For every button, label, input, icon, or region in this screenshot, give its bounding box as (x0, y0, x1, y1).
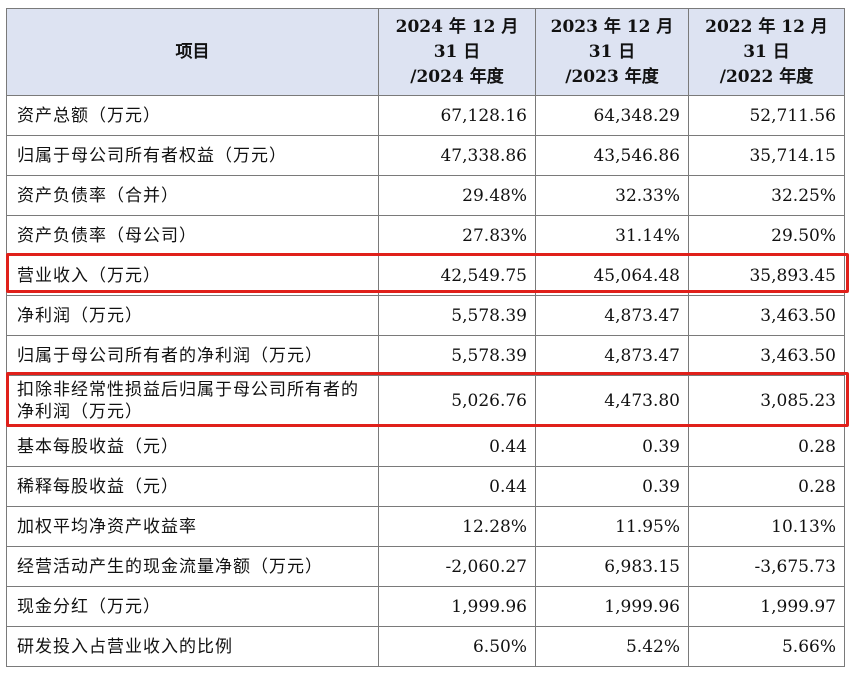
value-2024: -2,060.27 (378, 546, 536, 587)
table-row: 基本每股收益（元） 0.44 0.39 0.28 (6, 426, 845, 467)
financial-summary-table: 项目 2024 年 12 月 31 日 /2024 年度 2023 年 12 月… (6, 8, 845, 667)
value-2024: 67,128.16 (378, 95, 536, 136)
value-2024: 0.44 (378, 466, 536, 507)
value-2024: 6.50% (378, 626, 536, 667)
header-2023-line1: 2023 年 12 月 (550, 16, 674, 37)
row-label: 扣除非经常性损益后归属于母公司所有者的净利润（万元） (6, 375, 379, 427)
value-2024: 27.83% (378, 215, 536, 256)
table-row: 研发投入占营业收入的比例 6.50% 5.42% 5.66% (6, 626, 845, 667)
header-2022: 2022 年 12 月 31 日 /2022 年度 (688, 8, 845, 96)
value-2024: 1,999.96 (378, 586, 536, 627)
value-2023: 1,999.96 (535, 586, 689, 627)
header-2023-line2: 31 日 (588, 41, 636, 62)
value-2024: 5,026.76 (378, 375, 536, 427)
row-label: 经营活动产生的现金流量净额（万元） (6, 546, 379, 587)
table-row: 归属于母公司所有者权益（万元） 47,338.86 43,546.86 35,7… (6, 135, 845, 176)
value-2022: 52,711.56 (688, 95, 845, 136)
value-2023: 4,473.80 (535, 375, 689, 427)
value-2024: 5,578.39 (378, 335, 536, 376)
header-2024: 2024 年 12 月 31 日 /2024 年度 (378, 8, 536, 96)
value-2023: 32.33% (535, 175, 689, 216)
value-2022: 32.25% (688, 175, 845, 216)
table-row: 归属于母公司所有者的净利润（万元） 5,578.39 4,873.47 3,46… (6, 335, 845, 376)
value-2024: 0.44 (378, 426, 536, 467)
value-2022: 1,999.97 (688, 586, 845, 627)
table-row-highlighted: 扣除非经常性损益后归属于母公司所有者的净利润（万元） 5,026.76 4,47… (6, 375, 845, 427)
value-2023: 4,873.47 (535, 295, 689, 336)
value-2024: 12.28% (378, 506, 536, 547)
value-2024: 42,549.75 (378, 255, 536, 296)
row-label: 研发投入占营业收入的比例 (6, 626, 379, 667)
table-row: 净利润（万元） 5,578.39 4,873.47 3,463.50 (6, 295, 845, 336)
value-2023: 5.42% (535, 626, 689, 667)
row-label: 净利润（万元） (6, 295, 379, 336)
table-row: 资产负债率（母公司） 27.83% 31.14% 29.50% (6, 215, 845, 256)
row-label: 归属于母公司所有者权益（万元） (6, 135, 379, 176)
value-2024: 47,338.86 (378, 135, 536, 176)
table-row: 现金分红（万元） 1,999.96 1,999.96 1,999.97 (6, 586, 845, 627)
value-2023: 43,546.86 (535, 135, 689, 176)
value-2022: 10.13% (688, 506, 845, 547)
value-2022: -3,675.73 (688, 546, 845, 587)
value-2022: 3,085.23 (688, 375, 845, 427)
header-2022-line1: 2022 年 12 月 (705, 16, 828, 37)
row-label: 资产负债率（母公司） (6, 215, 379, 256)
row-label: 归属于母公司所有者的净利润（万元） (6, 335, 379, 376)
row-label: 资产负债率（合并） (6, 175, 379, 216)
table-row: 资产负债率（合并） 29.48% 32.33% 32.25% (6, 175, 845, 216)
header-2024-line1: 2024 年 12 月 (395, 16, 519, 37)
value-2024: 5,578.39 (378, 295, 536, 336)
header-item: 项目 (6, 8, 379, 96)
row-label: 加权平均净资产收益率 (6, 506, 379, 547)
value-2022: 35,714.15 (688, 135, 845, 176)
value-2023: 6,983.15 (535, 546, 689, 587)
row-label: 营业收入（万元） (6, 255, 379, 296)
value-2023: 4,873.47 (535, 335, 689, 376)
table-row: 稀释每股收益（元） 0.44 0.39 0.28 (6, 466, 845, 507)
row-label: 现金分红（万元） (6, 586, 379, 627)
table-row-highlighted: 营业收入（万元） 42,549.75 45,064.48 35,893.45 (6, 255, 845, 296)
header-2023: 2023 年 12 月 31 日 /2023 年度 (535, 8, 689, 96)
value-2022: 5.66% (688, 626, 845, 667)
value-2022: 29.50% (688, 215, 845, 256)
value-2022: 0.28 (688, 426, 845, 467)
row-label: 基本每股收益（元） (6, 426, 379, 467)
value-2023: 0.39 (535, 466, 689, 507)
value-2022: 35,893.45 (688, 255, 845, 296)
value-2023: 31.14% (535, 215, 689, 256)
value-2023: 11.95% (535, 506, 689, 547)
value-2024: 29.48% (378, 175, 536, 216)
header-2023-line3: /2023 年度 (565, 66, 659, 87)
header-2022-line2: 31 日 (743, 41, 790, 62)
value-2022: 3,463.50 (688, 335, 845, 376)
value-2023: 64,348.29 (535, 95, 689, 136)
header-2022-line3: /2022 年度 (719, 66, 814, 87)
table-row: 经营活动产生的现金流量净额（万元） -2,060.27 6,983.15 -3,… (6, 546, 845, 587)
row-label: 资产总额（万元） (6, 95, 379, 136)
table-header-row: 项目 2024 年 12 月 31 日 /2024 年度 2023 年 12 月… (6, 8, 845, 96)
row-label: 稀释每股收益（元） (6, 466, 379, 507)
value-2023: 0.39 (535, 426, 689, 467)
value-2022: 3,463.50 (688, 295, 845, 336)
value-2023: 45,064.48 (535, 255, 689, 296)
header-2024-line3: /2024 年度 (410, 66, 504, 87)
table-row: 资产总额（万元） 67,128.16 64,348.29 52,711.56 (6, 95, 845, 136)
value-2022: 0.28 (688, 466, 845, 507)
header-2024-line2: 31 日 (433, 41, 481, 62)
table-row: 加权平均净资产收益率 12.28% 11.95% 10.13% (6, 506, 845, 547)
